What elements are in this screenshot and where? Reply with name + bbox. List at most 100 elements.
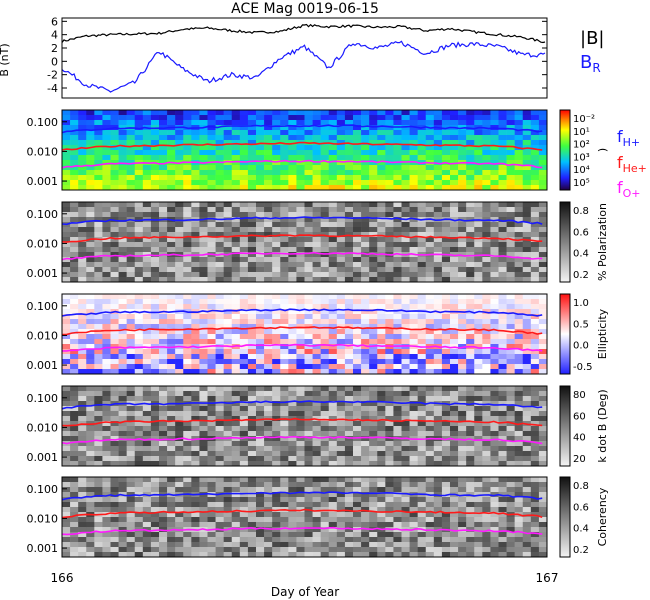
heatmap-cell xyxy=(369,222,378,228)
heatmap-cell xyxy=(377,170,386,176)
heatmap-cell xyxy=(215,207,224,213)
heatmap-cell xyxy=(239,391,249,397)
heatmap-cell xyxy=(482,212,491,218)
heatmap-cell xyxy=(256,451,265,457)
heatmap-cell xyxy=(482,426,491,432)
heatmap-cell xyxy=(409,487,418,493)
heatmap-cell xyxy=(86,339,95,345)
heatmap-cell xyxy=(191,319,200,325)
heatmap-cell xyxy=(328,477,338,483)
heatmap-cell xyxy=(522,257,532,263)
heatmap-cell xyxy=(506,492,515,498)
heatmap-cell xyxy=(175,482,184,488)
heatmap-cell xyxy=(433,416,443,422)
heatmap-cell xyxy=(102,202,111,208)
heatmap-cell xyxy=(417,272,427,278)
heatmap-cell xyxy=(538,334,548,340)
heatmap-cell xyxy=(223,170,233,176)
heatmap-cell xyxy=(482,537,491,543)
heatmap-cell xyxy=(506,115,515,121)
heatmap-cell xyxy=(530,247,540,253)
heatmap-cell xyxy=(466,262,475,268)
heatmap-cell xyxy=(247,507,257,513)
heatmap-cell xyxy=(191,441,200,447)
heatmap-cell xyxy=(514,334,524,340)
heatmap-cell xyxy=(167,359,176,365)
heatmap-cell xyxy=(458,359,467,365)
heatmap-cell xyxy=(320,217,330,223)
heatmap-cell xyxy=(207,334,216,340)
heatmap-cell xyxy=(231,349,241,355)
heatmap-cell xyxy=(377,532,386,538)
heatmap-cell xyxy=(369,497,378,503)
heatmap-cell xyxy=(393,170,402,176)
heatmap-cell xyxy=(167,314,176,320)
heatmap-cell xyxy=(150,416,160,422)
heatmap-cell xyxy=(110,170,119,176)
heatmap-cell xyxy=(62,202,71,208)
heatmap-cell xyxy=(86,277,95,283)
heatmap-cell xyxy=(223,477,233,483)
heatmap-cell xyxy=(191,329,200,335)
heatmap-cell xyxy=(183,329,192,335)
heatmap-cell xyxy=(86,426,95,432)
heatmap-cell xyxy=(530,477,540,483)
heatmap-cell xyxy=(530,262,540,268)
heatmap-cell xyxy=(247,359,257,365)
heatmap-cell xyxy=(441,507,451,513)
heatmap-cell xyxy=(377,477,386,483)
heatmap-cell xyxy=(215,304,224,310)
heatmap-cell xyxy=(215,477,224,483)
heatmap-cell xyxy=(150,547,160,553)
heatmap-cell xyxy=(207,547,216,553)
heatmap-cell xyxy=(207,532,216,538)
heatmap-cell xyxy=(466,421,475,427)
heatmap-cell xyxy=(78,217,87,223)
heatmap-cell xyxy=(223,411,233,417)
heatmap-cell xyxy=(506,227,515,233)
heatmap-cell xyxy=(264,227,273,233)
heatmap-cell xyxy=(377,487,386,493)
heatmap-cell xyxy=(272,354,281,360)
heatmap-cell xyxy=(474,364,483,370)
heatmap-cell xyxy=(361,334,370,340)
heatmap-cell xyxy=(239,426,249,432)
heatmap-cell xyxy=(353,401,362,407)
heatmap-cell xyxy=(482,304,491,310)
heatmap-cell xyxy=(94,227,103,233)
heatmap-cell xyxy=(385,150,394,156)
heatmap-cell xyxy=(288,267,297,273)
heatmap-cell xyxy=(328,532,338,538)
heatmap-cell xyxy=(142,175,152,181)
heatmap-cell xyxy=(183,537,192,543)
heatmap-cell xyxy=(538,532,548,538)
heatmap-cell xyxy=(458,451,467,457)
heatmap-cell xyxy=(530,170,540,176)
heatmap-cell xyxy=(134,547,144,553)
heatmap-cell xyxy=(264,232,273,238)
heatmap-cell xyxy=(425,537,435,543)
heatmap-cell xyxy=(175,324,184,330)
heatmap-cell xyxy=(401,125,410,131)
heatmap-cell xyxy=(142,324,152,330)
heatmap-cell xyxy=(409,294,418,300)
heatmap-cell xyxy=(256,272,265,278)
heatmap-cell xyxy=(409,537,418,543)
heatmap-cell xyxy=(385,175,394,181)
heatmap-cell xyxy=(336,207,346,213)
heatmap-cell xyxy=(191,339,200,345)
heatmap-cell xyxy=(312,492,321,498)
heatmap-cell xyxy=(264,436,273,442)
heatmap-cell xyxy=(538,421,548,427)
heatmap-cell xyxy=(264,212,273,218)
heatmap-cell xyxy=(256,212,265,218)
heatmap-cell xyxy=(167,175,176,181)
heatmap-cell xyxy=(425,411,435,417)
heatmap-cell xyxy=(247,267,257,273)
heatmap-cell xyxy=(296,170,305,176)
heatmap-cell xyxy=(538,487,548,493)
heatmap-cell xyxy=(134,391,144,397)
heatmap-cell xyxy=(134,185,144,191)
